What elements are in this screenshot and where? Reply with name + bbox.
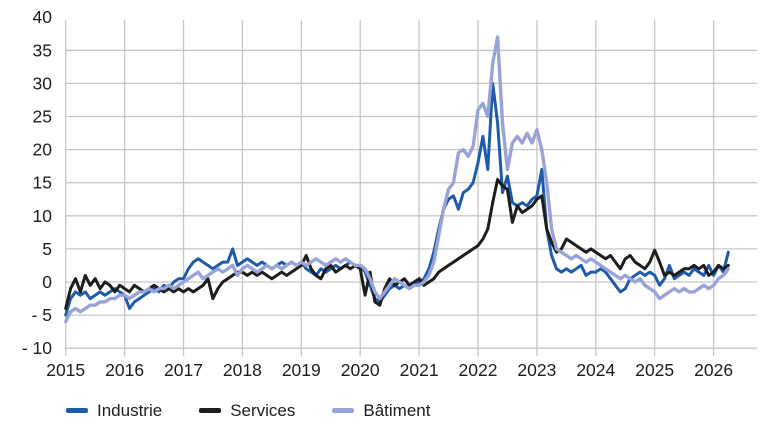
x-tick-label: 2021 — [400, 360, 439, 380]
legend-item-batiment: Bâtiment — [332, 402, 430, 419]
chart-legend: Industrie Services Bâtiment — [66, 398, 430, 422]
y-tick-label: 15 — [33, 173, 52, 193]
x-tick-label: 2017 — [164, 360, 203, 380]
legend-item-industrie: Industrie — [66, 402, 162, 419]
y-tick-label: 20 — [33, 140, 53, 160]
x-tick-label: 2022 — [459, 360, 498, 380]
y-tick-label: 0 — [42, 272, 52, 292]
y-tick-label: 40 — [33, 7, 53, 27]
x-tick-label: 2020 — [341, 360, 380, 380]
line-chart: 2015 2016 2017 2018 2019 2020 2021 2022 2023 2024… — [22, 7, 757, 380]
y-tick-label: 25 — [33, 107, 52, 127]
y-tick-label: 5 — [42, 239, 52, 259]
legend-item-services: Services — [199, 402, 295, 419]
x-tick-label: 2019 — [282, 360, 321, 380]
x-tick-label: 2018 — [223, 360, 262, 380]
y-tick-label: 30 — [33, 73, 53, 93]
x-tick-label: 2026 — [694, 360, 733, 380]
x-tick-label: 2023 — [517, 360, 556, 380]
industrie-color-swatch — [66, 407, 88, 413]
x-tick-label: 2016 — [105, 360, 144, 380]
y-tick-label: 35 — [33, 40, 52, 60]
industrie-line — [64, 81, 730, 317]
x-tick-label: 2015 — [46, 360, 85, 380]
services-color-swatch — [199, 407, 222, 413]
x-tick-label: 2024 — [576, 360, 615, 380]
y-tick-label: - 5 — [32, 305, 52, 325]
y-tick-label: 10 — [33, 206, 53, 226]
x-tick-label: 2025 — [635, 360, 674, 380]
legend-label-services: Services — [230, 400, 296, 420]
y-tick-label: - 10 — [22, 338, 52, 358]
legend-label-industrie: Industrie — [97, 400, 163, 420]
legend-label-batiment: Bâtiment — [363, 400, 431, 420]
batiment-line — [63, 35, 730, 324]
services-line — [64, 177, 730, 310]
batiment-color-swatch — [332, 407, 355, 413]
